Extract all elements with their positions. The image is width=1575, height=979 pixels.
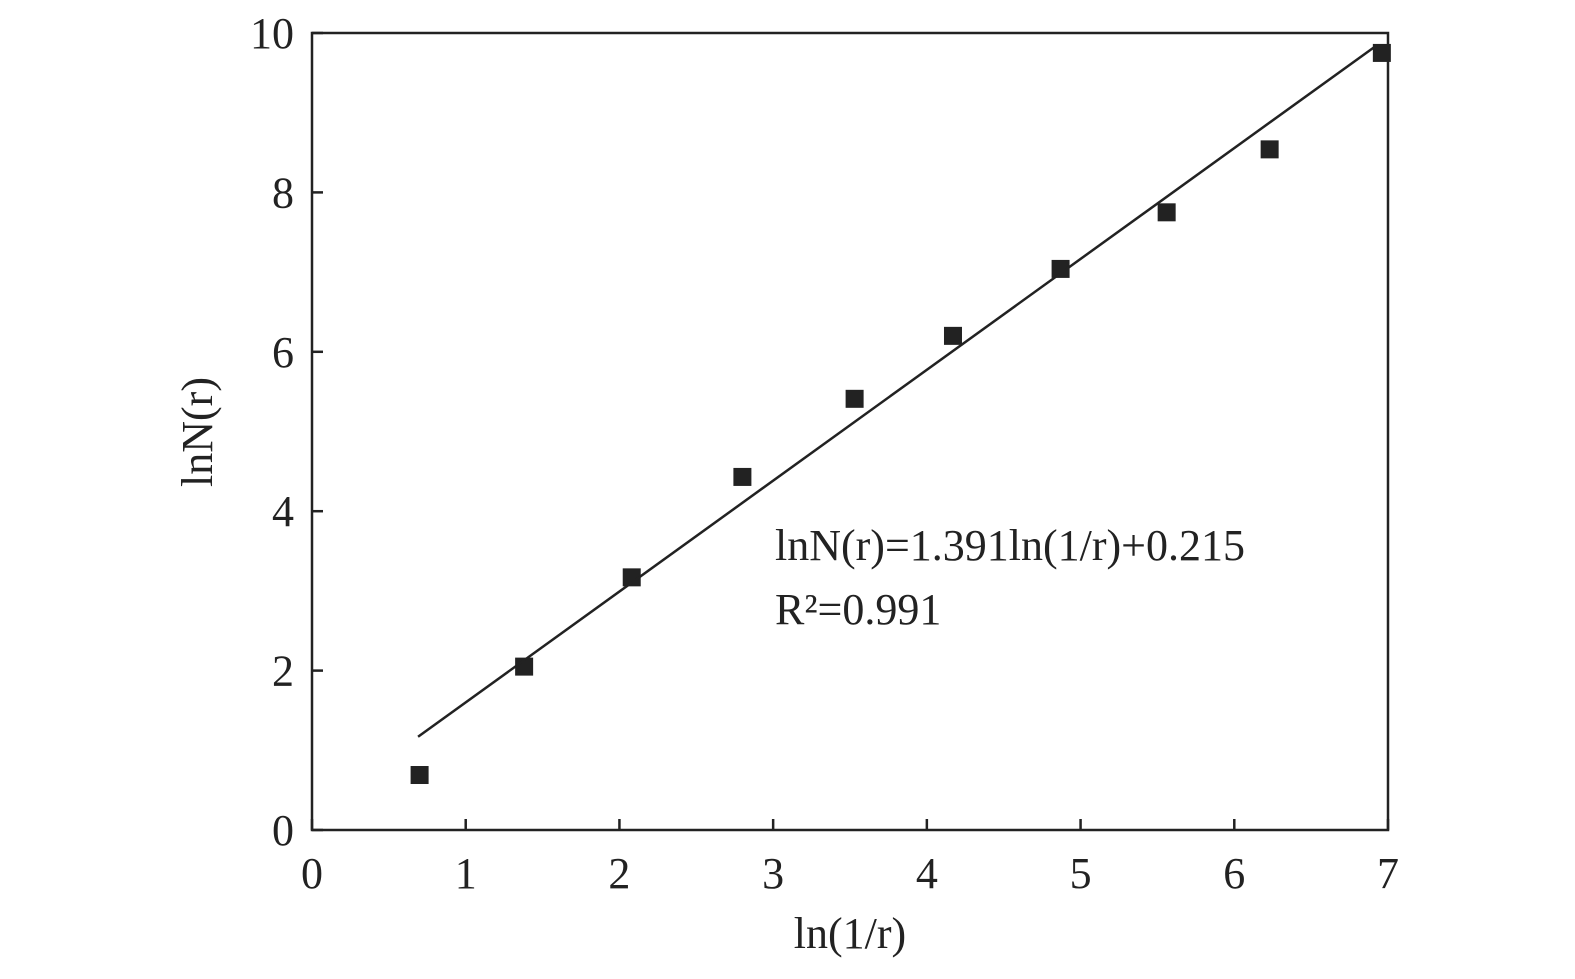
plot-frame (310, 31, 1390, 832)
data-point (1157, 203, 1176, 222)
data-point (622, 568, 641, 587)
data-point (845, 389, 864, 408)
data-point (410, 766, 429, 785)
y-tick-label: 10 (250, 9, 294, 58)
y-axis-label: lnN(r) (173, 377, 222, 487)
data-point (733, 467, 752, 486)
y-tick-label: 4 (272, 487, 294, 536)
x-tick-label: 5 (1070, 849, 1092, 898)
y-tick-label: 2 (272, 647, 294, 696)
y-tick-label: 8 (272, 168, 294, 217)
x-tick-label: 1 (455, 849, 477, 898)
x-tick-label: 3 (762, 849, 784, 898)
data-point (943, 326, 962, 345)
x-tick-label: 7 (1377, 849, 1399, 898)
annotation: R²=0.991 (775, 585, 941, 634)
x-tick-label: 2 (608, 849, 630, 898)
x-tick-label: 0 (301, 849, 323, 898)
y-tick-label: 6 (272, 328, 294, 377)
x-tick-label: 4 (916, 849, 938, 898)
fit-line (417, 43, 1378, 738)
data-point (1372, 43, 1391, 62)
annotation: lnN(r)=1.391ln(1/r)+0.215 (775, 521, 1245, 570)
data-point (1051, 259, 1070, 278)
data-point (1260, 140, 1279, 159)
x-axis-label: ln(1/r) (794, 909, 906, 958)
y-tick-label: 0 (272, 806, 294, 855)
x-tick-label: 6 (1223, 849, 1245, 898)
